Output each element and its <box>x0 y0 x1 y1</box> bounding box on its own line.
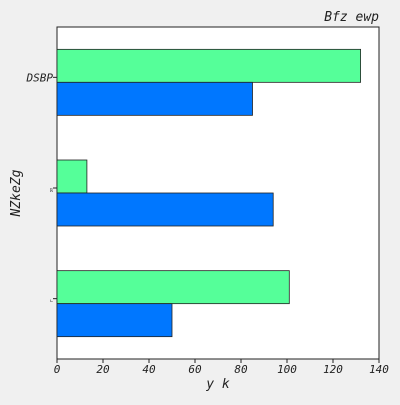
x-tick-label: 80 <box>234 363 248 376</box>
x-tick-label: 120 <box>323 363 343 376</box>
y-tick-label: ∟ <box>50 299 53 305</box>
bar-series-2-cat-2 <box>56 303 173 338</box>
bars-layer <box>56 48 362 338</box>
chart-title: Bfz ewp <box>324 10 379 25</box>
x-tick-label: 140 <box>369 363 389 376</box>
x-tick-label: 60 <box>188 363 202 376</box>
x-axis-label: y k <box>205 377 230 392</box>
y-axis: DSBP ℝ ∟ <box>26 71 57 305</box>
bar-series-1-cat-1 <box>56 159 88 194</box>
x-tick-label: 100 <box>277 363 297 376</box>
x-axis: 0 20 40 60 80 100 120 140 <box>54 359 389 376</box>
x-tick-label: 0 <box>54 363 61 376</box>
bar-series-1-cat-2 <box>56 270 290 305</box>
bar-series-2-cat-0 <box>56 81 253 116</box>
bar-series-2-cat-1 <box>56 192 274 227</box>
x-tick-label: 20 <box>96 363 110 376</box>
bar-series-1-cat-0 <box>56 48 362 83</box>
y-tick-label: DSBP <box>26 71 54 84</box>
y-tick-label: ℝ <box>50 188 53 194</box>
x-tick-label: 40 <box>142 363 156 376</box>
y-axis-label: NZkeZg <box>9 169 24 217</box>
